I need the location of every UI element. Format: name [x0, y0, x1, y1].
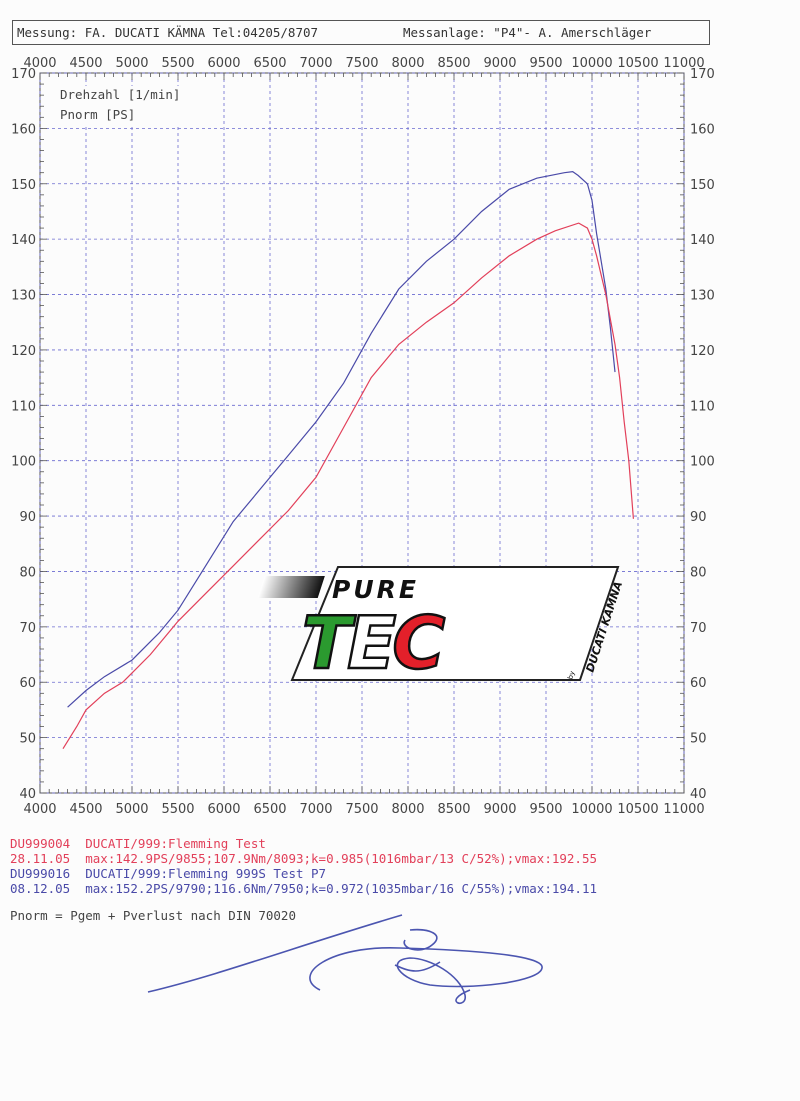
x-tick-label: 8500: [437, 802, 470, 817]
x-tick-label: 9500: [529, 56, 562, 71]
y-tick-label: 40: [690, 787, 707, 802]
signature-stroke: [394, 961, 441, 972]
y-tick-label: 50: [19, 732, 36, 747]
x-tick-label: 9000: [483, 802, 516, 817]
grid: [39, 72, 685, 794]
series-line-1: [67, 170, 616, 708]
y-tick-label: 160: [11, 122, 36, 137]
y-tick-label: 70: [690, 621, 707, 636]
x-tick-label: 5500: [161, 56, 194, 71]
y-tick-label: 70: [19, 621, 36, 636]
legend-run2-id: DU999016 DUCATI/999:Flemming 999S Test P…: [10, 866, 327, 881]
minor-ticks: [39, 72, 685, 794]
y-tick-label: 170: [11, 67, 36, 82]
x-tick-labels-bottom: 4000 4500 5000 5500 6000 6500 7000 7500 8000 8500…: [23, 802, 704, 817]
header-measurement-info: Messung: FA. DUCATI KÄMNA Tel:04205/8707: [17, 25, 319, 40]
axis-label-background: [55, 86, 195, 124]
x-tick-label: 6000: [207, 802, 240, 817]
x-tick-label: 4000: [23, 56, 56, 71]
y-tick-label: 40: [19, 787, 36, 802]
y-tick-label: 90: [690, 510, 707, 525]
x-tick-label: 6000: [207, 56, 240, 71]
signature-stroke: [309, 947, 543, 1004]
header-dyno-info: Messanlage: "P4"- A. Amerschläger: [403, 25, 652, 40]
y-tick-label: 170: [690, 67, 715, 82]
y-tick-label: 150: [11, 178, 36, 193]
y-axis-label: Pnorm [PS]: [60, 107, 135, 122]
y-tick-label: 50: [690, 732, 707, 747]
x-tick-label: 10000: [571, 56, 612, 71]
y-tick-label: 120: [690, 344, 715, 359]
header-box: Messung: FA. DUCATI KÄMNA Tel:04205/8707…: [12, 20, 710, 45]
signature-stroke: [147, 914, 403, 993]
y-tick-label: 100: [11, 455, 36, 470]
y-tick-label: 140: [690, 233, 715, 248]
y-tick-label: 60: [690, 676, 707, 691]
y-tick-label: 130: [690, 289, 715, 304]
x-tick-label: 8500: [437, 56, 470, 71]
x-tick-label: 4500: [69, 802, 102, 817]
x-tick-label: 11000: [663, 802, 704, 817]
power-chart: 4000 4500 5000 5500 6000 6500 7000 7500 8000 8500…: [11, 56, 715, 817]
x-tick-label: 7000: [299, 56, 332, 71]
x-tick-label: 9500: [529, 802, 562, 817]
x-tick-label: 5000: [115, 802, 148, 817]
series-layer: [62, 170, 634, 750]
x-tick-label: 5500: [161, 802, 194, 817]
x-tick-label: 5000: [115, 56, 148, 71]
x-tick-labels-top: 4000 4500 5000 5500 6000 6500 7000 7500 8000 8500…: [23, 56, 704, 71]
y-tick-label: 60: [19, 676, 36, 691]
x-tick-label: 10500: [617, 56, 658, 71]
x-tick-label: 8000: [391, 56, 424, 71]
x-tick-label: 9000: [483, 56, 516, 71]
legend-run1-data: 28.11.05 max:142.9PS/9855;107.9Nm/8093;k…: [10, 851, 597, 866]
x-tick-label: 7500: [345, 802, 378, 817]
x-tick-label: 11000: [663, 56, 704, 71]
y-tick-label: 110: [11, 399, 36, 414]
y-tick-label: 120: [11, 344, 36, 359]
x-tick-label: 7500: [345, 56, 378, 71]
y-tick-label: 100: [690, 455, 715, 470]
x-axis-label: Drehzahl [1/min]: [60, 87, 180, 102]
x-tick-label: 4500: [69, 56, 102, 71]
x-tick-label: 6500: [253, 56, 286, 71]
legend-run1-id: DU999004 DUCATI/999:Flemming Test: [10, 836, 266, 851]
y-tick-label: 130: [11, 289, 36, 304]
y-tick-label: 90: [19, 510, 36, 525]
din-note: Pnorm = Pgem + Pverlust nach DIN 70020: [10, 908, 296, 923]
x-tick-label: 8000: [391, 802, 424, 817]
x-tick-label: 10000: [571, 802, 612, 817]
y-tick-label: 140: [11, 233, 36, 248]
y-tick-label: 80: [19, 565, 36, 580]
signature-stroke: [403, 928, 438, 951]
x-tick-label: 7000: [299, 802, 332, 817]
legend-run2-data: 08.12.05 max:152.2PS/9790;116.6Nm/7950;k…: [10, 881, 597, 896]
y-tick-labels-right: 40 50 60 70 80 90 100 110 120 130 140 150 160 170: [690, 67, 715, 802]
series-line-2: [62, 222, 634, 750]
x-tick-label: 6500: [253, 802, 286, 817]
y-tick-label: 150: [690, 178, 715, 193]
y-tick-label: 80: [690, 565, 707, 580]
x-tick-label: 4000: [23, 802, 56, 817]
y-tick-label: 110: [690, 399, 715, 414]
y-tick-label: 160: [690, 122, 715, 137]
x-tick-label: 10500: [617, 802, 658, 817]
y-tick-labels-left: 40 50 60 70 80 90 100 110 120 130 140 150 160 170: [11, 67, 36, 802]
